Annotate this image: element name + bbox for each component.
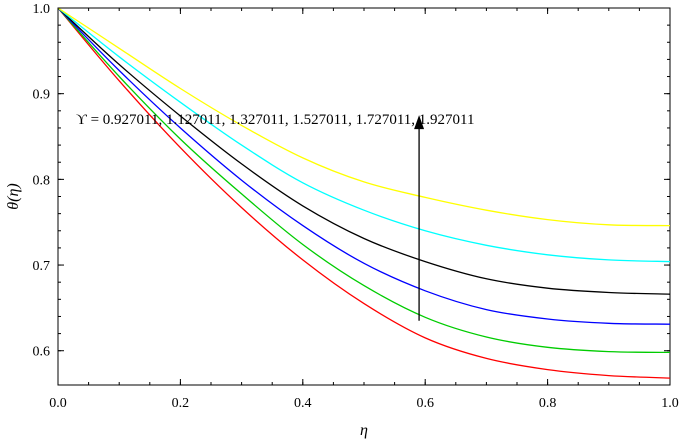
y-tick-label: 0.9 [33,88,51,103]
series-group [57,7,671,379]
annotation-group: ϒ = 0.927011, 1.127011, 1.327011, 1.5270… [76,112,474,321]
series-line-4 [57,7,671,295]
series-line-6 [57,7,671,227]
plot-area [57,7,671,386]
annotation-label: ϒ = 0.927011, 1.127011, 1.327011, 1.5270… [76,112,474,128]
y-tick-label: 0.6 [33,345,51,360]
x-tick-label: 0.0 [49,396,67,411]
series-line-1 [57,7,671,379]
series-line-5 [57,7,671,263]
y-tick-label: 0.7 [33,259,51,274]
x-tick-label: 0.4 [294,396,312,411]
x-tick-label: 1.0 [661,396,679,411]
x-axis-title: η [360,422,368,439]
series-line-2 [57,7,671,354]
x-tick-label: 0.6 [416,396,434,411]
x-tick-label: 0.8 [539,396,557,411]
x-tick-label: 0.2 [172,396,190,411]
y-tick-label: 1.0 [33,2,51,17]
y-tick-label: 0.8 [33,173,51,188]
annotation-arrow-head [414,115,425,130]
ticks-group: 0.0 0.2 0.4 0.6 0.8 1.0 0.6 0.7 0.8 0.9 1.0 [33,2,679,411]
y-axis-title: θ(η) [5,183,22,209]
series-line-3 [57,7,671,325]
plot-frame [57,7,671,386]
